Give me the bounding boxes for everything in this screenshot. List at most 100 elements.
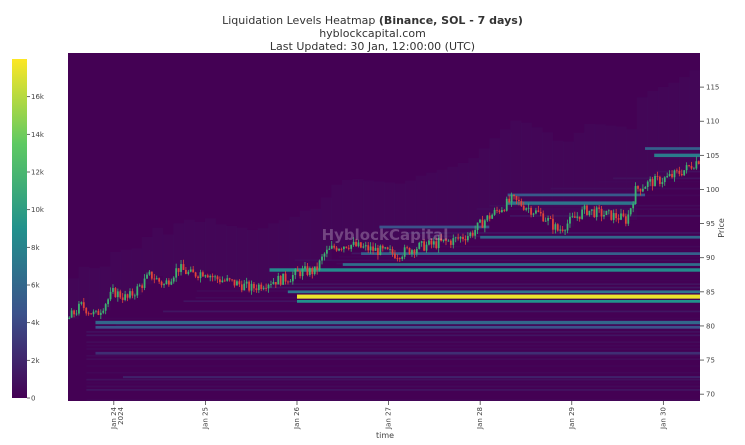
candle-body <box>243 283 246 291</box>
candle-body <box>525 208 528 210</box>
candle-body <box>547 217 549 221</box>
candle-body <box>415 248 418 254</box>
candle-body <box>357 242 360 247</box>
candle-body <box>377 247 379 256</box>
candle-body <box>141 285 144 288</box>
candle-body <box>493 209 496 215</box>
candle-body <box>406 247 408 249</box>
candle-body <box>70 310 73 318</box>
candle-body <box>391 249 394 254</box>
candle-body <box>73 310 75 315</box>
candle-body <box>90 313 92 315</box>
heat-band <box>95 351 700 355</box>
y-tick-label: 90 <box>706 254 715 262</box>
heat-band <box>287 290 700 294</box>
candle-body <box>364 245 367 247</box>
heat-cell <box>86 378 700 381</box>
candle-body <box>131 291 134 296</box>
candle-body <box>340 248 343 250</box>
candle-body <box>457 237 460 239</box>
heat-cell <box>338 256 700 258</box>
y-tick-label: 75 <box>706 357 715 365</box>
heat-cell <box>183 219 195 271</box>
candle-body <box>199 272 202 279</box>
candle-body <box>573 216 576 218</box>
candle-body <box>85 307 88 314</box>
candle-body <box>440 238 443 241</box>
candle-body <box>180 264 182 272</box>
candle-body <box>148 271 151 275</box>
heat-cell <box>86 365 700 367</box>
heat-cell <box>531 127 543 210</box>
candle-body <box>449 240 452 245</box>
heat-cell <box>362 180 374 248</box>
candle-body <box>282 273 285 285</box>
candle-body <box>496 209 498 211</box>
candle-body <box>464 239 467 241</box>
heat-cell <box>86 389 700 391</box>
heat-cell <box>352 178 364 246</box>
candle-body <box>520 201 523 206</box>
heat-cell <box>415 175 427 248</box>
candle-body <box>452 238 455 245</box>
candle-body <box>299 271 302 277</box>
heat-band <box>342 263 700 266</box>
candle-body <box>175 268 178 278</box>
candle-body <box>624 216 627 224</box>
candle-body <box>459 236 462 239</box>
heat-cell <box>86 354 700 357</box>
y-tick-label: 105 <box>706 152 719 160</box>
candle-body <box>695 161 698 169</box>
candle-body <box>274 281 277 285</box>
candle-body <box>355 241 357 247</box>
candle-body <box>323 253 326 257</box>
candle-body <box>389 249 391 250</box>
colorbar-tick-label: 6k <box>31 282 40 290</box>
y-tick-label: 115 <box>706 84 719 92</box>
candle-body <box>104 304 107 311</box>
candle-body <box>627 214 630 224</box>
candle-body <box>600 208 603 217</box>
x-tick-label: Jan 27 <box>385 407 393 430</box>
candle-body <box>163 284 165 286</box>
candle-body <box>637 186 639 189</box>
candle-body <box>539 211 542 214</box>
candle-body <box>683 170 686 176</box>
candle-body <box>588 210 591 215</box>
candle-body <box>374 247 377 251</box>
candle-body <box>498 210 501 213</box>
candle-body <box>214 276 216 278</box>
y-tick-label: 100 <box>706 186 719 194</box>
candle-body <box>107 299 110 305</box>
heat-cell <box>407 245 700 248</box>
candle-body <box>345 246 348 248</box>
candle-body <box>510 194 513 203</box>
heat-cell <box>86 385 700 388</box>
candle-body <box>272 281 275 285</box>
candle-body <box>629 208 632 215</box>
heat-cell <box>405 180 417 252</box>
candle-body <box>483 220 486 228</box>
colorbar-tick-label: 0 <box>31 395 35 403</box>
candle-body <box>255 288 258 291</box>
candle-body <box>236 281 238 286</box>
candle-body <box>622 213 625 217</box>
heat-band <box>507 193 646 197</box>
candle-body <box>192 269 195 273</box>
candle-body <box>328 248 331 250</box>
heat-cell <box>273 283 700 285</box>
candle-body <box>617 218 620 220</box>
heat-cell <box>657 86 669 181</box>
x-tick-label: Jan 28 <box>476 407 484 430</box>
candle-body <box>697 161 700 164</box>
candle-body <box>240 284 243 291</box>
candle-body <box>569 216 571 224</box>
candle-body <box>338 248 340 251</box>
x-tick-label: Jan 30 <box>659 407 667 430</box>
candle-body <box>136 286 139 296</box>
candle-body <box>109 291 112 300</box>
candle-body <box>552 218 554 230</box>
candle-body <box>301 268 304 277</box>
candle-body <box>257 284 260 291</box>
heat-cell <box>657 157 700 159</box>
